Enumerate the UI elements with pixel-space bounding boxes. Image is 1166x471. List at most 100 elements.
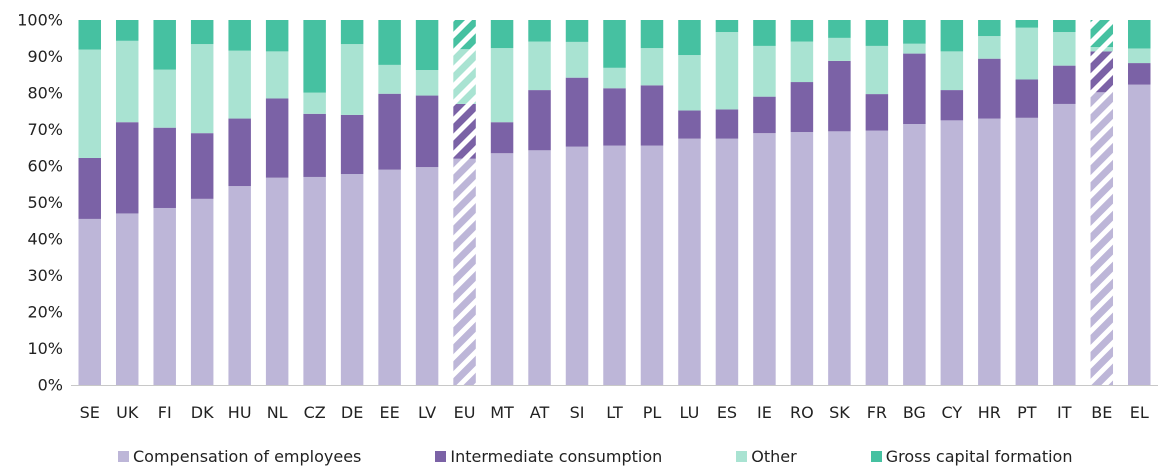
bar-segment-ro-other [790, 41, 814, 83]
y-tick-label: 10% [27, 339, 63, 358]
x-tick-label: SI [570, 403, 585, 422]
legend-swatch [870, 451, 882, 462]
bar-segment-hu-other [228, 50, 251, 119]
bar-segment-pl-compensation-of-employees [640, 145, 664, 385]
bar-segment-el-other [1128, 48, 1151, 64]
x-tick-label: BG [903, 403, 926, 422]
bar-segment-ie-other [753, 45, 776, 97]
bar-segment-ie-intermediate-consumption [753, 96, 776, 134]
bar-segment-se-compensation-of-employees [78, 218, 101, 385]
x-tick-label: FI [158, 403, 172, 422]
bar-segment-fi-intermediate-consumption [153, 127, 176, 208]
bar-segment-hr-other [978, 36, 1001, 59]
bar-segment-hu-intermediate-consumption [228, 118, 251, 187]
bar-segment-dk-intermediate-consumption [190, 133, 214, 199]
x-tick-label: UK [116, 403, 139, 422]
bar-segment-lv-gross-capital-formation [415, 20, 439, 70]
legend-item: Intermediate consumption [435, 447, 662, 466]
y-tick-label: 20% [27, 303, 63, 322]
bar-segment-be-compensation-of-employees [1090, 92, 1114, 386]
bar-segment-cz-compensation-of-employees [303, 176, 326, 385]
bar-segment-cz-other [303, 92, 326, 114]
legend-label: Compensation of employees [133, 447, 362, 466]
x-tick-label: CZ [304, 403, 326, 422]
legend-label: Intermediate consumption [450, 447, 663, 466]
bar-segment-lt-compensation-of-employees [603, 145, 626, 385]
bar-segment-be-other [1090, 47, 1114, 52]
bar-segment-si-compensation-of-employees [565, 146, 589, 385]
x-tick-label: BE [1091, 403, 1112, 422]
bar-segment-cy-gross-capital-formation [940, 20, 964, 52]
bar-segment-fi-compensation-of-employees [153, 207, 176, 385]
bar-segment-be-intermediate-consumption [1090, 51, 1114, 93]
bar-segment-ro-gross-capital-formation [790, 20, 814, 42]
bars [78, 20, 1151, 386]
legend-item: Gross capital formation [870, 447, 1073, 466]
x-tick-label: NL [267, 403, 288, 422]
bar-segment-eu-other [453, 49, 476, 104]
bar-segment-nl-gross-capital-formation [265, 20, 289, 52]
x-tick-label: PT [1017, 403, 1037, 422]
bar-segment-bg-compensation-of-employees [903, 124, 926, 385]
x-tick-label: LT [606, 403, 623, 422]
bar-segment-sk-compensation-of-employees [828, 131, 851, 385]
legend-item: Compensation of employees [118, 447, 361, 466]
bar-segment-pl-other [640, 48, 664, 86]
bar-segment-lu-other [678, 55, 701, 111]
bar-segment-mt-gross-capital-formation [490, 20, 514, 49]
bar-segment-mt-compensation-of-employees [490, 153, 514, 385]
legend-label: Gross capital formation [885, 447, 1073, 466]
bar-segment-lv-other [415, 70, 439, 96]
bar-segment-eu-intermediate-consumption [453, 103, 476, 159]
bar-segment-ee-intermediate-consumption [378, 93, 401, 170]
y-tick-label: 70% [27, 120, 63, 139]
bar-segment-si-gross-capital-formation [565, 20, 589, 42]
x-tick-label: AT [530, 403, 550, 422]
bar-segment-eu-compensation-of-employees [453, 158, 476, 385]
y-tick-label: 40% [27, 230, 63, 249]
bar-segment-fr-intermediate-consumption [865, 94, 889, 131]
x-tick-label: LV [418, 403, 436, 422]
bar-segment-bg-gross-capital-formation [903, 20, 926, 44]
bar-segment-ee-gross-capital-formation [378, 20, 401, 65]
bar-segment-ro-intermediate-consumption [790, 82, 814, 133]
bar-segment-lv-compensation-of-employees [415, 167, 439, 385]
x-tick-label: PL [643, 403, 662, 422]
bar-segment-pt-other [1015, 27, 1039, 80]
bar-segment-pt-intermediate-consumption [1015, 79, 1039, 118]
x-tick-label: IE [757, 403, 772, 422]
bar-segment-at-intermediate-consumption [528, 90, 551, 151]
bar-segment-se-intermediate-consumption [78, 157, 101, 219]
bar-segment-ie-compensation-of-employees [753, 133, 776, 385]
x-tick-label: DE [341, 403, 363, 422]
stacked-bar-chart: 0% 10% 20% 30% 40% 50% 60% 70% 80% 90% 100% SE UK FI… [17, 11, 1158, 422]
bar-segment-lt-gross-capital-formation [603, 20, 626, 68]
bar-segment-hr-gross-capital-formation [978, 20, 1001, 37]
chart-legend: Compensation of employees Intermediate co… [118, 447, 1072, 466]
legend-swatch [118, 451, 129, 462]
y-tick-label: 30% [27, 266, 63, 285]
x-axis: SE UK FI DK HU NL CZ DE EE LV EU MT AT SI LT PL LU ES IE RO… [80, 403, 1149, 422]
bar-segment-se-gross-capital-formation [78, 20, 101, 50]
bar-segment-it-other [1053, 32, 1076, 66]
bar-segment-lt-other [603, 67, 626, 89]
y-tick-label: 90% [27, 47, 63, 66]
bar-segment-es-compensation-of-employees [715, 138, 739, 385]
x-tick-label: SK [829, 403, 850, 422]
x-tick-label: ES [717, 403, 737, 422]
bar-segment-el-intermediate-consumption [1128, 63, 1151, 85]
bar-segment-es-other [715, 32, 739, 110]
bar-segment-dk-gross-capital-formation [190, 20, 214, 45]
bar-segment-uk-other [115, 40, 139, 123]
bar-segment-cy-compensation-of-employees [940, 120, 964, 386]
bar-segment-bg-intermediate-consumption [903, 53, 926, 125]
x-tick-label: MT [490, 403, 514, 422]
legend-label: Other [751, 447, 797, 466]
bar-segment-el-compensation-of-employees [1128, 84, 1151, 386]
bar-segment-it-compensation-of-employees [1053, 103, 1076, 385]
bar-segment-fr-other [865, 45, 889, 95]
bar-segment-ee-compensation-of-employees [378, 169, 401, 385]
x-tick-label: EL [1130, 403, 1149, 422]
bar-segment-hr-intermediate-consumption [978, 58, 1001, 119]
